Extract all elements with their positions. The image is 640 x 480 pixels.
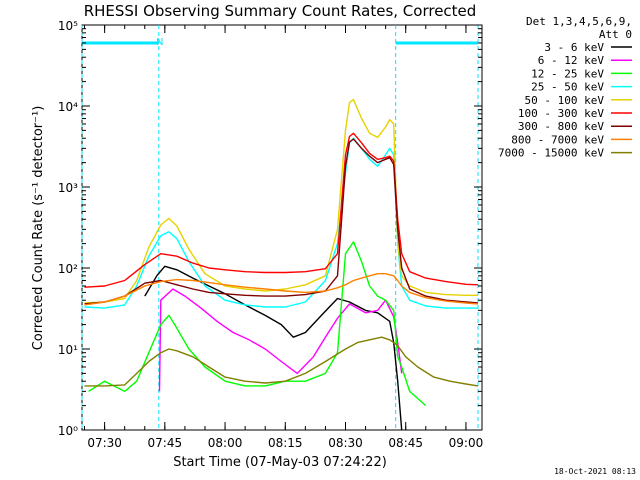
y-tick-label-3: 10³ <box>58 181 78 195</box>
x-tick-label-3: 08:15 <box>268 436 303 450</box>
chart-title: RHESSI Observing Summary Count Rates, Co… <box>84 2 477 20</box>
y-tick-label-5: 10⁵ <box>58 19 78 33</box>
legend-label-8: 7000 - 15000 keV <box>498 147 604 160</box>
legend-label-6: 300 - 800 keV <box>518 120 604 133</box>
series-line-7 <box>84 273 479 306</box>
legend-header-line1: Det 1,3,4,5,6,9, <box>526 15 632 28</box>
legend-label-0: 3 - 6 keV <box>544 41 604 54</box>
footer-timestamp: 18-Oct-2021 08:13 <box>554 467 636 476</box>
series-line-8 <box>84 336 479 387</box>
y-tick-label-0: 10⁰ <box>58 424 78 438</box>
x-tick-label-0: 07:30 <box>87 436 122 450</box>
plot-area: N <box>81 24 483 431</box>
series-line-5 <box>84 132 479 288</box>
series-line-0 <box>144 265 403 431</box>
series-line-2 <box>88 241 427 407</box>
y-axis-label: Corrected Count Rate (s⁻¹ detector⁻¹) <box>31 106 46 351</box>
legend-label-2: 12 - 25 keV <box>531 67 604 80</box>
legend-label-4: 50 - 100 keV <box>525 94 605 107</box>
y-tick-label-1: 10¹ <box>58 343 78 357</box>
legend-label-5: 100 - 300 keV <box>518 107 604 120</box>
series-line-6 <box>84 138 479 305</box>
x-tick-label-1: 07:45 <box>148 436 183 450</box>
y-tick-label-4: 10⁴ <box>58 100 78 114</box>
legend-header-line2: Att 0 <box>599 28 632 41</box>
x-tick-label-2: 08:00 <box>208 436 243 450</box>
legend-label-7: 800 - 7000 keV <box>511 133 604 146</box>
series-line-1 <box>158 288 403 392</box>
x-tick-label-4: 08:30 <box>328 436 363 450</box>
legend-label-1: 6 - 12 keV <box>538 54 605 67</box>
y-tick-label-2: 10² <box>58 262 78 276</box>
night-annotation: N <box>156 37 163 48</box>
x-axis-label: Start Time (07-May-03 07:24:22) <box>173 455 387 470</box>
x-tick-label-6: 09:00 <box>449 436 484 450</box>
series-line-3 <box>84 137 478 309</box>
legend-label-3: 25 - 50 keV <box>531 81 604 94</box>
series-line-4 <box>84 98 478 304</box>
plot-frame <box>81 24 483 431</box>
x-tick-label-5: 08:45 <box>388 436 423 450</box>
